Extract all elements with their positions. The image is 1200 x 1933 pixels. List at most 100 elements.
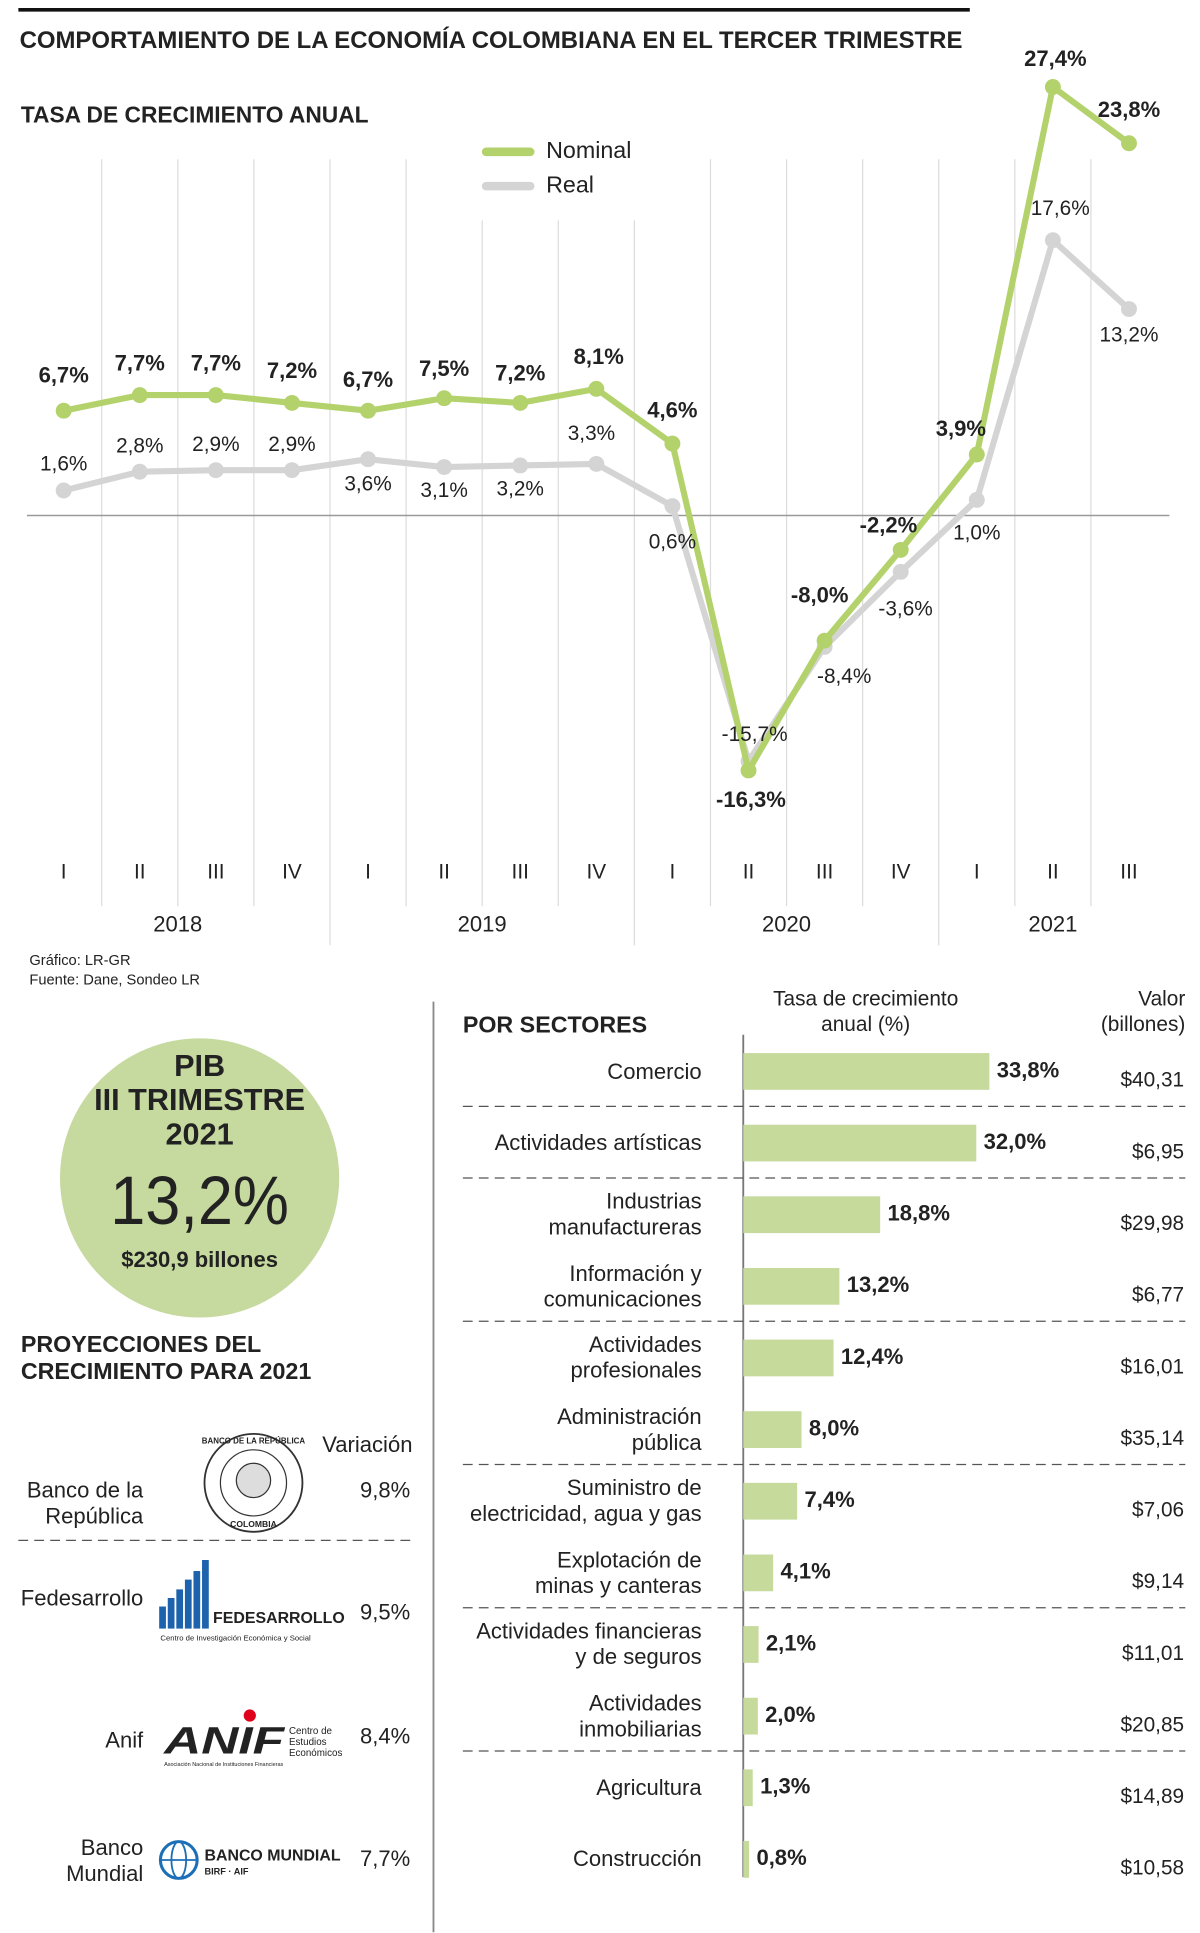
data-point (436, 459, 453, 475)
data-point (283, 394, 300, 411)
logo-bar (167, 1597, 175, 1629)
x-tick-label: III (1120, 861, 1137, 884)
data-label: 6,7% (343, 367, 394, 392)
logo-text: Asociación Nacional de Instituciones Fin… (164, 1762, 283, 1768)
bar (743, 1267, 840, 1305)
projections-title-box: PROYECCIONES DEL CRECIMIENTO PARA 2021 (21, 1332, 311, 1385)
data-point (360, 451, 377, 468)
bar-label: 32,0% (984, 1129, 1047, 1154)
year-label: 2019 (458, 912, 507, 937)
amount-label: $35,14 (1120, 1427, 1184, 1450)
data-label: 13,2% (1099, 323, 1158, 346)
data-label: 3,1% (420, 479, 467, 502)
amount-label: $11,01 (1122, 1642, 1184, 1665)
institution: Banco Mundial (66, 1835, 144, 1886)
bar-label: 18,8% (888, 1201, 951, 1226)
data-point (1121, 301, 1137, 318)
category-label-box: Actividades inmobiliarias (579, 1690, 702, 1740)
chart-title: TASA DE CRECIMIENTO ANUAL (21, 101, 369, 127)
x-tick-label: I (61, 861, 67, 884)
bar (743, 1124, 977, 1162)
axis-title: Tasa de crecimiento anual (%) (773, 986, 959, 1036)
data-label: 7,5% (419, 356, 470, 381)
pib-period: III TRIMESTRE (94, 1083, 305, 1117)
bar (743, 1769, 753, 1807)
amount-label: $9,14 (1132, 1570, 1184, 1593)
category-label: Actividades artísticas (494, 1130, 702, 1155)
data-point (816, 632, 833, 649)
data-label: -2,2% (860, 512, 918, 537)
logo-dot (243, 1709, 256, 1722)
x-tick-label: III (207, 861, 224, 884)
data-point (360, 402, 377, 419)
x-tick-label: III (512, 861, 529, 884)
pib-circle (60, 1038, 340, 1318)
logo-text: Centro de Estudios Económicos (288, 1724, 343, 1758)
logo-text: ANIF (163, 1721, 285, 1763)
data-point (1121, 135, 1137, 152)
data-point (131, 463, 148, 480)
data-label: -3,6% (878, 597, 932, 620)
bar-label: 7,4% (804, 1487, 855, 1512)
x-tick-label: II (134, 861, 146, 884)
bar (743, 1626, 759, 1663)
logo-bar (159, 1606, 166, 1629)
pib-growth: 13,2% (110, 1162, 289, 1239)
category-label-box: Industrias manufactureras (548, 1189, 701, 1239)
logo-text: BANCO DE LA REPÚBLICA (202, 1436, 306, 1445)
amount-label: $20,85 (1120, 1713, 1184, 1736)
credit: Fuente: Dane, Sondeo LR (29, 973, 200, 989)
amount-label: $6,95 (1132, 1140, 1184, 1163)
data-label: 8,1% (574, 344, 625, 369)
amount-label: $7,06 (1132, 1499, 1184, 1522)
data-label: 1,0% (953, 522, 1000, 545)
amount-title-box: Valor (billones) (1101, 987, 1185, 1036)
data-label: -8,4% (817, 665, 871, 688)
amount-label: $16,01 (1120, 1355, 1184, 1378)
bar-label: 8,0% (809, 1415, 860, 1440)
data-label: 0,6% (649, 530, 696, 553)
bar-label: 33,8% (997, 1057, 1060, 1082)
institution-box: Anif (105, 1727, 143, 1751)
data-label: 2,9% (268, 433, 315, 456)
category-label-box: Explotación de minas y canteras (535, 1547, 702, 1597)
x-tick-label: IV (586, 861, 606, 884)
amount-label: $14,89 (1120, 1785, 1184, 1808)
bar (743, 1196, 881, 1234)
data-point (207, 462, 224, 479)
data-point (664, 498, 681, 515)
logo-text: FEDESARROLLO (213, 1610, 345, 1627)
bar (743, 1554, 774, 1592)
data-label: 3,3% (568, 422, 615, 445)
data-point (1044, 78, 1061, 95)
logo-bar (176, 1589, 184, 1629)
logo-bar (193, 1571, 201, 1629)
category-label-box: Suministro de electricidad, agua y gas (470, 1476, 702, 1526)
data-label: 2,8% (116, 435, 163, 458)
projection-value: 7,7% (360, 1846, 410, 1871)
category-label-box: Administración pública (557, 1404, 702, 1454)
data-label: 7,2% (267, 358, 318, 383)
amount-label: $40,31 (1120, 1069, 1184, 1092)
data-label: 23,8% (1098, 97, 1161, 122)
category-label-box: Actividades artísticas (494, 1130, 702, 1155)
amount-label: $29,98 (1120, 1212, 1184, 1235)
legend-label: Real (546, 171, 594, 197)
bar (743, 1697, 758, 1735)
institution: Banco de la República (26, 1477, 144, 1529)
x-tick-label: III (816, 861, 833, 884)
category-label-box: Información y comunicaciones (544, 1261, 702, 1311)
legend-label: Nominal (546, 137, 631, 163)
data-label: -15,7% (722, 723, 788, 746)
logo-head (235, 1462, 272, 1499)
bar-label: 4,1% (780, 1559, 831, 1584)
institution: Fedesarrollo (20, 1585, 144, 1610)
data-point (968, 491, 985, 508)
logo-text: Centro de Investigación Económica y Soci… (160, 1633, 311, 1642)
data-label: -16,3% (716, 787, 786, 812)
data-point (588, 380, 605, 397)
data-point (283, 462, 300, 479)
pib-title: PIB (174, 1049, 225, 1083)
category-label: Construcción (573, 1846, 702, 1872)
bar-label: 12,4% (841, 1344, 904, 1369)
